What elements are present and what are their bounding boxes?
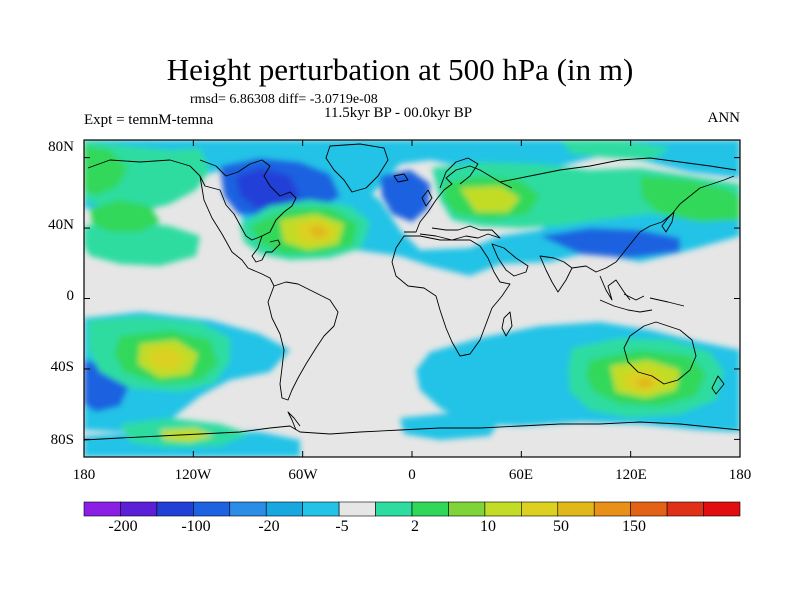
contour-region-deep-blue: [236, 168, 300, 208]
indonesia: [599, 293, 685, 313]
contour-region-green: [640, 176, 740, 222]
colorbar-swatch: [302, 501, 340, 517]
colorbar-swatch: [229, 501, 267, 517]
europe-coast: [404, 165, 513, 233]
colorbar-label-4: -5: [335, 518, 349, 535]
contour-region-teal: [84, 222, 200, 266]
contour-region-orange: [636, 378, 654, 388]
colorbar-swatch: [448, 501, 486, 517]
arabia: [491, 243, 529, 277]
colorbar-swatch: [338, 501, 376, 517]
east-asia: [571, 175, 735, 273]
scandinavia: [439, 157, 479, 189]
contour-region-light-blue: [84, 140, 740, 212]
experiment-label: Expt = temnM-temna: [84, 112, 214, 128]
colorbar-swatch: [703, 501, 741, 517]
colorbar-label-1: -200: [108, 518, 138, 535]
time-period-label: 11.5kyr BP - 00.0kyr BP: [324, 105, 473, 121]
colorbar-swatch: [265, 501, 303, 517]
colorbar-swatch: [484, 501, 522, 517]
lat-label-80n: 80N: [48, 139, 74, 155]
season-label: ANN: [707, 110, 741, 126]
madagascar: [501, 311, 513, 337]
colorbar-swatch: [557, 501, 595, 517]
iceland: [393, 173, 409, 183]
contour-region-green: [90, 200, 160, 232]
lon-label-180w: 180: [72, 467, 96, 483]
south-america: [267, 281, 339, 401]
contour-field: [84, 140, 740, 457]
colorbar-swatch: [521, 501, 559, 517]
axis-ticks: [83, 140, 741, 457]
colorbar-label-6: 10: [480, 518, 496, 535]
colorbar-swatch: [411, 501, 449, 517]
lat-label-80s: 80S: [50, 432, 74, 448]
contour-region-teal: [560, 140, 670, 160]
australia: [623, 321, 697, 385]
rmsd-diff-stats: rmsd= 6.86308 diff= -3.0719e-08: [190, 92, 378, 107]
lon-label-180e: 180: [728, 467, 752, 483]
colorbar-swatch: [630, 501, 668, 517]
colorbar-swatch: [666, 501, 704, 517]
japan: [661, 211, 675, 233]
antarctica: [84, 421, 740, 441]
colorbar-label-5: 2: [411, 518, 419, 535]
contour-region-mid-blue: [380, 170, 430, 222]
contour-region-mid-blue: [540, 228, 680, 258]
lon-label-120w: 120W: [174, 467, 212, 483]
new-zealand: [711, 375, 725, 395]
colorbar-swatch: [156, 501, 194, 517]
colorbar-swatch: [593, 501, 631, 517]
contour-region-orange: [308, 226, 328, 238]
gulf-coast: [251, 235, 281, 263]
contour-region-yellow-green: [460, 186, 520, 212]
north-america-west-coast: [199, 175, 275, 287]
india: [539, 255, 573, 293]
siberia-coast: [499, 157, 737, 183]
north-america-coast: [87, 159, 297, 241]
greenland: [325, 143, 389, 193]
lat-label-40s: 40S: [50, 359, 74, 375]
contour-region-mid-blue: [84, 360, 130, 412]
colorbar-label-8: 150: [622, 518, 646, 535]
lon-label-120e: 120E: [615, 467, 647, 483]
colorbar-swatch: [375, 501, 413, 517]
colorbar-label-2: -100: [181, 518, 211, 535]
contour-region-green: [84, 146, 128, 196]
colorbar-label-7: 50: [553, 518, 569, 535]
southeast-asia: [599, 275, 631, 301]
lon-label-60w: 60W: [288, 467, 318, 483]
colorbar-swatch: [83, 501, 121, 517]
british-isles: [421, 189, 433, 207]
lon-label-0: 0: [408, 467, 416, 483]
antarctic-peninsula: [287, 411, 301, 431]
colorbar: [83, 501, 741, 517]
lon-label-60e: 60E: [508, 467, 534, 483]
contour-region-yellow: [150, 348, 184, 370]
africa: [391, 235, 511, 357]
plot-title: Height perturbation at 500 hPa (in m): [166, 52, 634, 87]
lat-label-40n: 40N: [48, 217, 74, 233]
colorbar-swatch: [193, 501, 231, 517]
colorbar-label-3: -20: [258, 518, 280, 535]
lat-label-0: 0: [66, 288, 75, 304]
coastlines: [84, 143, 740, 441]
colorbar-swatch: [120, 501, 158, 517]
contour-region-light-blue: [400, 412, 500, 440]
